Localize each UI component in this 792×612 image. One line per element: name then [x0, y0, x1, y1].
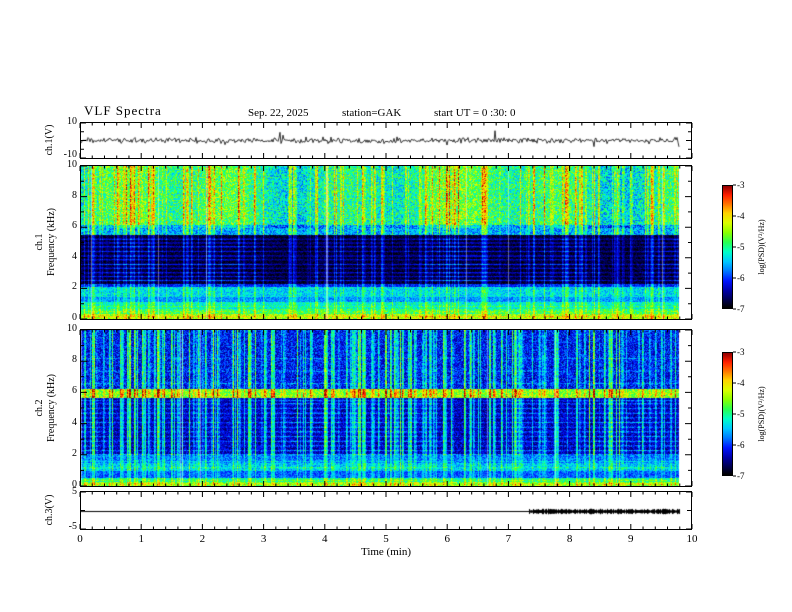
colorbar-1-label: log(PSD)(V²/Hz): [757, 219, 766, 275]
freq-tick-label: 8: [72, 354, 77, 366]
ch1-wave-ytick-top: 10: [67, 116, 77, 127]
ch3-ytick-bottom: -5: [68, 521, 77, 532]
colorbar-2-label: log(PSD)(V²/Hz): [757, 386, 766, 442]
x-tick-label: 5: [383, 533, 389, 545]
freq-tick-label: 10: [67, 159, 77, 170]
colorbar-tick-label: -3: [737, 347, 745, 357]
x-tick-label: 2: [199, 533, 206, 545]
ch1-wave-ylabel: ch.1(V): [44, 125, 56, 156]
ch3-ylabel: ch.3(V): [44, 495, 56, 526]
station-label: station=GAK: [342, 107, 402, 119]
freq-tick-label: 10: [67, 323, 77, 334]
colorbar-1-canvas: [723, 186, 732, 308]
ch1-wave-ytick-bottom: -10: [63, 149, 77, 160]
ch3-ytick-top: 5: [72, 486, 77, 497]
x-tick-label: 0: [77, 533, 83, 545]
x-tick-label: 8: [566, 533, 573, 545]
spec2-axis-text: Frequency (kHz): [46, 373, 57, 443]
x-tick-label: 3: [260, 533, 267, 545]
freq-tick-label: 0: [72, 312, 77, 323]
colorbar-tick-label: -5: [737, 409, 745, 419]
colorbar-tick-label: -7: [737, 304, 745, 314]
spec1-channel-text: ch.1: [34, 233, 45, 251]
ch3-trace-canvas: [81, 492, 691, 529]
colorbar-tick-label: -6: [737, 440, 745, 450]
freq-tick-label: 6: [72, 385, 77, 397]
x-tick-label: 10: [686, 533, 698, 545]
freq-tick-label: 2: [72, 281, 77, 293]
colorbar-2-canvas: [723, 353, 732, 475]
colorbar-2: [722, 352, 733, 476]
colorbar-tick-label: -4: [737, 378, 745, 388]
ch1-wave-ylabel-text: ch.1(V): [44, 124, 55, 156]
freq-tick-label: 4: [72, 250, 77, 262]
colorbar-tick-label: -5: [737, 242, 745, 252]
colorbar-tick-label: -6: [737, 273, 745, 283]
freq-tick-label: 4: [72, 416, 77, 428]
figure-title: VLF Spectra: [84, 103, 162, 118]
x-tick-label: 6: [444, 533, 450, 545]
freq-tick-label: 8: [72, 189, 77, 201]
x-tick-label: 9: [628, 533, 634, 545]
freq-tick-label: 2: [72, 447, 77, 459]
x-tick-label: 7: [505, 533, 512, 545]
ch3-trace-panel: [80, 491, 692, 530]
ch2-spectrogram-canvas: [81, 330, 691, 486]
spec1-axis-text: Frequency (kHz): [46, 207, 57, 277]
x-tick-label: 4: [322, 533, 328, 545]
x-tick-label: 1: [138, 533, 144, 545]
ch1-waveform-panel: [80, 122, 692, 159]
spec1-ylabel: ch.1 Frequency (kHz): [34, 208, 58, 276]
colorbar-tick-label: -3: [737, 180, 745, 190]
colorbar-tick-label: -4: [737, 211, 745, 221]
ch2-spectrogram-panel: [80, 329, 692, 487]
ch1-waveform-canvas: [81, 123, 691, 158]
ch1-spectrogram-panel: [80, 165, 692, 320]
spec2-channel-text: ch.2: [34, 399, 45, 417]
freq-tick-label: 6: [72, 220, 77, 232]
x-axis-label: Time (min): [360, 546, 411, 558]
start-ut-label: start UT = 0 :30: 0: [434, 107, 516, 119]
ch3-ylabel-text: ch.3(V): [44, 494, 55, 526]
colorbar-1: [722, 185, 733, 309]
spec2-ylabel: ch.2 Frequency (kHz): [34, 374, 58, 442]
freq-tick-label: 0: [72, 479, 77, 490]
ch1-spectrogram-canvas: [81, 166, 691, 319]
colorbar-tick-label: -7: [737, 471, 745, 481]
date-label: Sep. 22, 2025: [248, 107, 309, 119]
